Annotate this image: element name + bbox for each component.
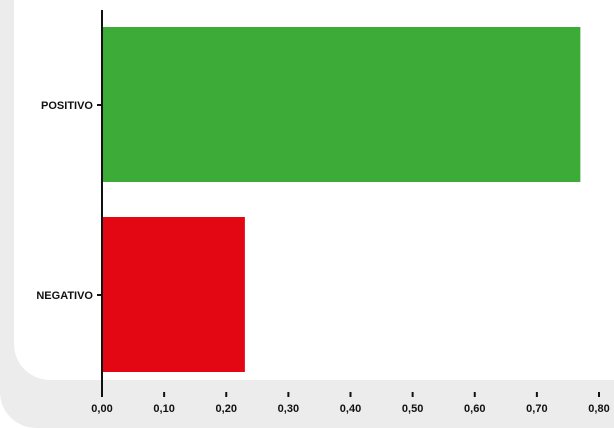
x-tick-label: 0,70 <box>526 403 547 415</box>
y-tick-label: NEGATIVO <box>36 290 93 302</box>
x-tick-label: 0,00 <box>91 403 112 415</box>
bar-positivo <box>102 27 581 182</box>
axes-layer <box>97 10 600 397</box>
x-tick-label: 0,10 <box>153 403 174 415</box>
x-tick-label: 0,50 <box>402 403 423 415</box>
y-tick-label: POSITIVO <box>41 100 93 112</box>
x-tick-label: 0,30 <box>278 403 299 415</box>
x-tick-label: 0,20 <box>216 403 237 415</box>
x-tick-label: 0,40 <box>340 403 361 415</box>
labels-layer: POSITIVO NEGATIVO 0,00 0,10 0,20 0,30 0,40 0,50… <box>36 100 609 415</box>
bar-negativo <box>102 217 245 372</box>
x-tick-label: 0,60 <box>464 403 485 415</box>
x-tick-label: 0,80 <box>588 403 609 415</box>
bars-layer <box>102 27 581 372</box>
